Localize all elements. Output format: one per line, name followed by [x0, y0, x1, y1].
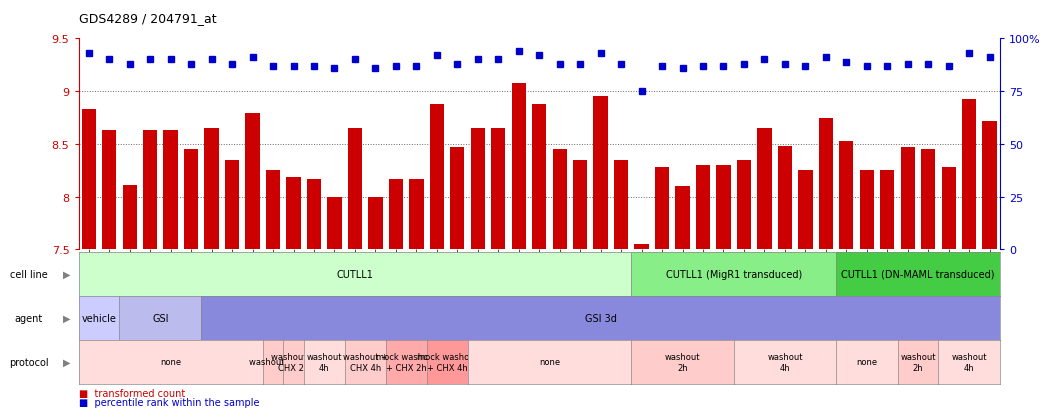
Bar	[716, 166, 731, 250]
Bar	[348, 129, 362, 250]
Text: CUTLL1 (MigR1 transduced): CUTLL1 (MigR1 transduced)	[666, 269, 802, 279]
Text: none: none	[856, 358, 877, 367]
Bar	[614, 160, 628, 250]
Text: washout
2h: washout 2h	[665, 352, 700, 372]
Bar	[143, 131, 157, 250]
Bar	[819, 118, 833, 250]
Text: mock washout
+ CHX 4h: mock washout + CHX 4h	[417, 352, 477, 372]
Bar	[328, 197, 341, 250]
Bar	[900, 148, 915, 250]
Text: protocol: protocol	[9, 357, 48, 367]
Bar	[839, 141, 853, 250]
Text: washout
2h: washout 2h	[900, 352, 936, 372]
Bar	[307, 179, 321, 250]
Text: CUTLL1: CUTLL1	[336, 269, 374, 279]
Bar	[860, 171, 874, 250]
Text: GDS4289 / 204791_at: GDS4289 / 204791_at	[79, 12, 216, 25]
Bar	[388, 179, 403, 250]
Bar	[409, 179, 424, 250]
Text: ▶: ▶	[63, 313, 70, 323]
Bar	[778, 147, 793, 250]
Bar	[163, 131, 178, 250]
Text: CUTLL1 (DN-MAML transduced): CUTLL1 (DN-MAML transduced)	[841, 269, 995, 279]
Bar	[266, 171, 281, 250]
Bar	[470, 129, 485, 250]
Bar	[491, 129, 506, 250]
Bar	[122, 185, 137, 250]
Bar	[594, 97, 608, 250]
Bar	[184, 150, 198, 250]
Text: ■  transformed count: ■ transformed count	[79, 388, 184, 398]
Text: washout
4h: washout 4h	[952, 352, 987, 372]
Bar	[962, 99, 977, 250]
Bar	[450, 148, 465, 250]
Bar	[675, 187, 690, 250]
Bar	[82, 110, 96, 250]
Text: washout 2h: washout 2h	[248, 358, 297, 367]
Text: ■  percentile rank within the sample: ■ percentile rank within the sample	[79, 397, 259, 407]
Bar	[654, 168, 669, 250]
Bar	[245, 114, 260, 250]
Bar	[921, 150, 935, 250]
Text: mock washout
+ CHX 2h: mock washout + CHX 2h	[376, 352, 437, 372]
Bar	[573, 160, 587, 250]
Bar	[982, 121, 997, 250]
Bar	[798, 171, 812, 250]
Bar	[225, 160, 240, 250]
Bar	[941, 168, 956, 250]
Text: washout +
CHX 4h: washout + CHX 4h	[342, 352, 387, 372]
Bar	[737, 160, 751, 250]
Text: none: none	[539, 358, 560, 367]
Text: cell line: cell line	[9, 269, 48, 279]
Text: ▶: ▶	[63, 357, 70, 367]
Bar	[102, 131, 116, 250]
Bar	[369, 197, 382, 250]
Text: GSI: GSI	[152, 313, 169, 323]
Text: ▶: ▶	[63, 269, 70, 279]
Bar	[429, 104, 444, 250]
Bar	[553, 150, 566, 250]
Text: vehicle: vehicle	[82, 313, 116, 323]
Bar	[757, 129, 772, 250]
Text: GSI 3d: GSI 3d	[584, 313, 617, 323]
Bar	[881, 171, 894, 250]
Bar	[512, 83, 526, 250]
Bar	[532, 104, 547, 250]
Text: washout +
CHX 2h: washout + CHX 2h	[271, 352, 316, 372]
Bar	[204, 129, 219, 250]
Text: none: none	[160, 358, 181, 367]
Bar	[634, 244, 649, 250]
Bar	[286, 177, 300, 250]
Text: agent: agent	[15, 313, 43, 323]
Text: washout
4h: washout 4h	[307, 352, 342, 372]
Text: washout
4h: washout 4h	[767, 352, 803, 372]
Bar	[696, 166, 710, 250]
